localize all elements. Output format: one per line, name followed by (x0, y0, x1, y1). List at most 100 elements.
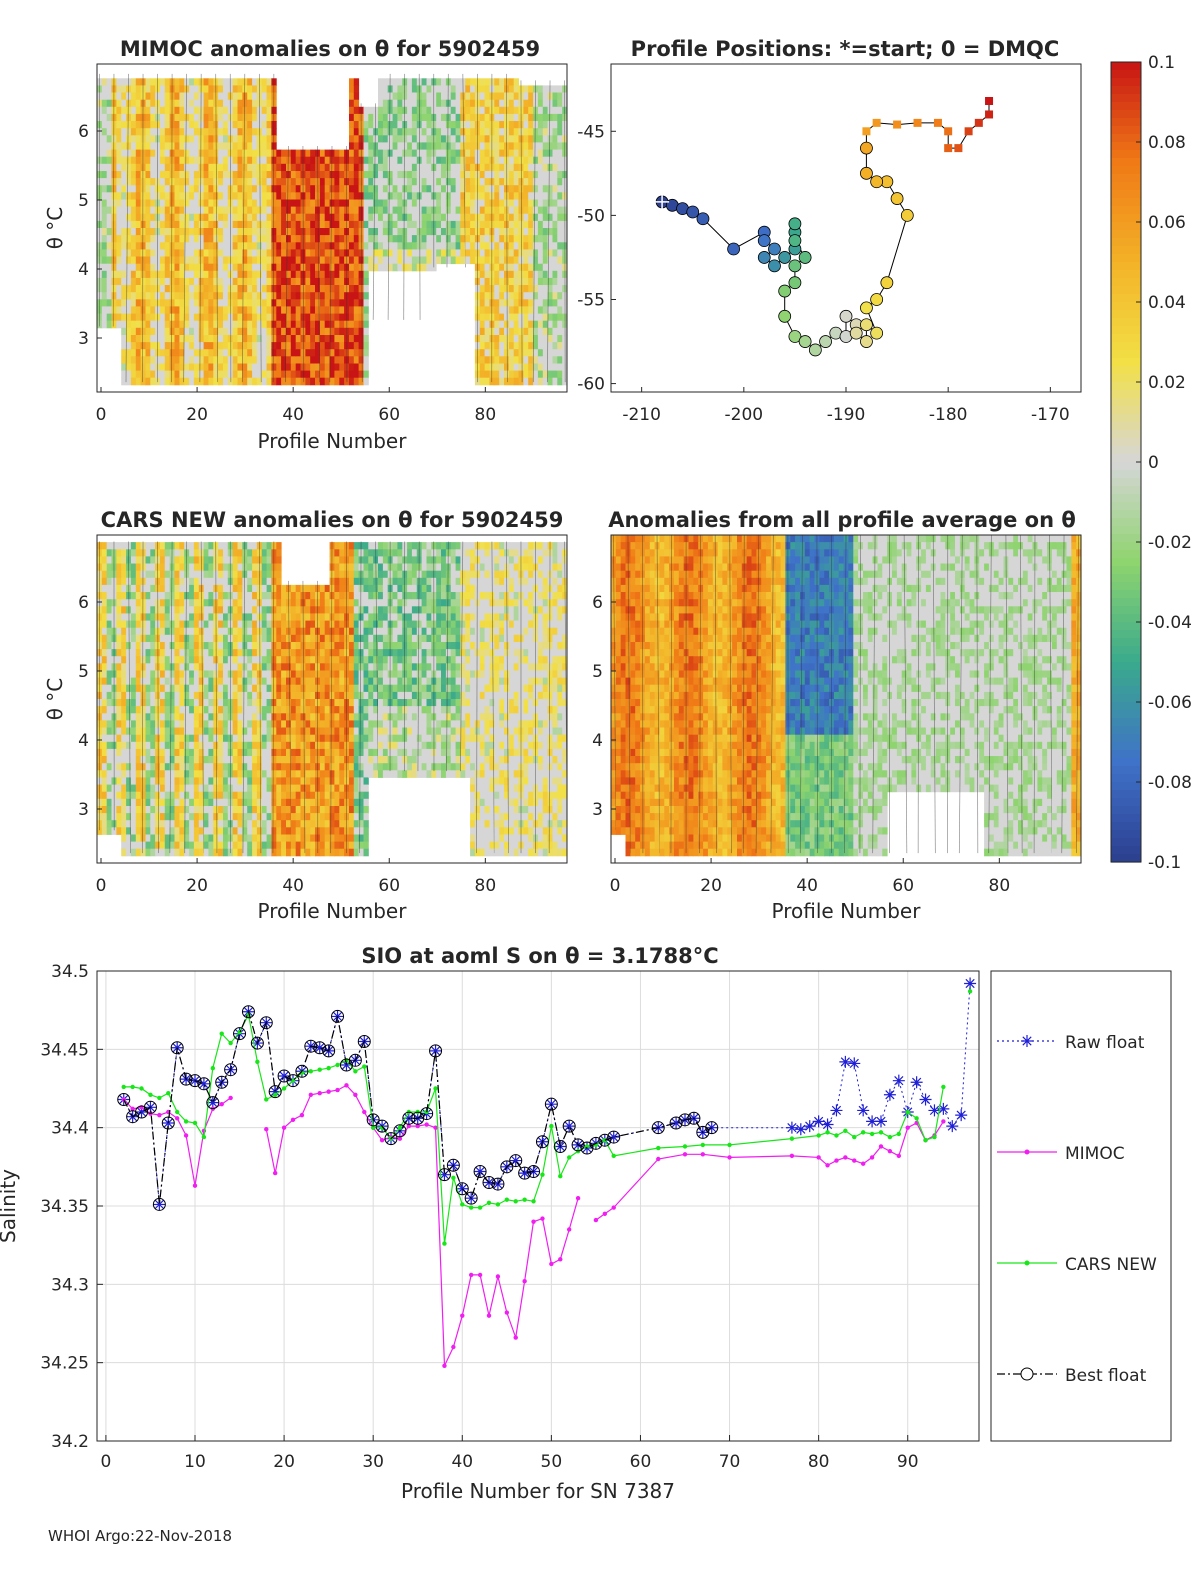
field-cell (130, 748, 137, 757)
field-cell (499, 349, 505, 357)
field-cell (470, 178, 476, 186)
field-cell (184, 121, 190, 129)
field-cell (237, 85, 243, 93)
field-cell (155, 813, 161, 821)
field-cell (135, 235, 142, 243)
field-cell (499, 270, 505, 279)
field-cell (223, 306, 229, 314)
field-cell (140, 320, 146, 329)
field-cell (513, 363, 519, 372)
field-cell (174, 213, 180, 222)
field-cell (499, 92, 505, 101)
field-cell (518, 299, 524, 307)
field-cell (557, 149, 563, 158)
field-cell (145, 606, 151, 614)
field-cell (542, 185, 549, 193)
field-cell (358, 335, 364, 343)
field-cell (116, 606, 122, 614)
field-cell (305, 370, 311, 379)
field-cell (150, 99, 156, 108)
field-cell (368, 171, 374, 179)
field-cell (247, 149, 253, 158)
field-cell (479, 228, 486, 236)
field-cell (106, 713, 112, 721)
field-cell (310, 356, 316, 364)
field-cell (184, 85, 190, 93)
field-cell (295, 249, 301, 257)
field-cell (242, 213, 248, 222)
field-cell (363, 263, 369, 272)
field-cell (392, 263, 398, 272)
field-cell (232, 299, 238, 307)
field-cell (179, 691, 185, 700)
field-cell (213, 727, 219, 736)
field-cell (542, 213, 549, 222)
field-cell (169, 577, 175, 586)
field-cell (479, 163, 486, 172)
field-cell (237, 149, 243, 158)
field-cell (150, 670, 156, 679)
field-cell (436, 149, 442, 158)
field-cell (547, 299, 553, 307)
field-cell (135, 313, 142, 322)
field-cell (218, 570, 224, 579)
field-cell (242, 163, 248, 172)
field-cell (155, 748, 161, 757)
field-cell (426, 242, 432, 250)
field-cell (358, 327, 364, 336)
field-cell (484, 213, 490, 222)
field-cell (218, 249, 224, 257)
field-cell (494, 156, 500, 165)
field-cell (455, 113, 461, 122)
field-cell (208, 727, 214, 736)
field-cell (145, 285, 151, 293)
field-cell (106, 820, 112, 828)
field-cell (276, 228, 282, 236)
field-cell (184, 285, 190, 293)
field-cell (135, 649, 142, 657)
field-cell (184, 135, 190, 143)
colorbar-slice (1111, 750, 1141, 759)
field-cell (479, 320, 486, 329)
field-cell (252, 320, 258, 329)
field-cell (562, 313, 567, 322)
field-cell (106, 784, 112, 793)
field-cell (121, 606, 127, 614)
field-cell (349, 171, 355, 179)
field-cell (329, 178, 335, 186)
field-cell (504, 349, 510, 357)
field-cell (470, 85, 476, 93)
field-cell (130, 620, 137, 629)
field-cell (106, 285, 112, 293)
colorbar-slice (1111, 622, 1141, 631)
field-cell (266, 306, 272, 314)
field-cell (106, 649, 112, 657)
field-cell (179, 213, 185, 222)
field-cell (436, 85, 442, 93)
field-cell (411, 178, 418, 186)
field-cell (411, 171, 418, 179)
field-cell (208, 342, 214, 350)
field-cell (353, 163, 360, 172)
colorbar-slice (1111, 422, 1141, 431)
field-cell (116, 763, 122, 771)
field-cell (504, 270, 510, 279)
field-cell (203, 206, 209, 215)
field-cell (363, 256, 369, 265)
field-cell (528, 277, 534, 286)
colorbar-slice (1111, 462, 1141, 471)
field-cell (324, 263, 330, 272)
field-cell (145, 784, 151, 793)
field-cell (208, 113, 214, 122)
field-cell (271, 263, 277, 272)
field-cell (266, 263, 272, 272)
field-cell (426, 78, 432, 86)
field-cell (135, 213, 142, 222)
field-cell (528, 285, 534, 293)
field-cell (508, 342, 515, 350)
field-cell (130, 741, 137, 750)
field-cell (101, 113, 108, 122)
field-cell (179, 613, 185, 621)
field-cell (121, 199, 127, 208)
field-cell (479, 249, 486, 257)
